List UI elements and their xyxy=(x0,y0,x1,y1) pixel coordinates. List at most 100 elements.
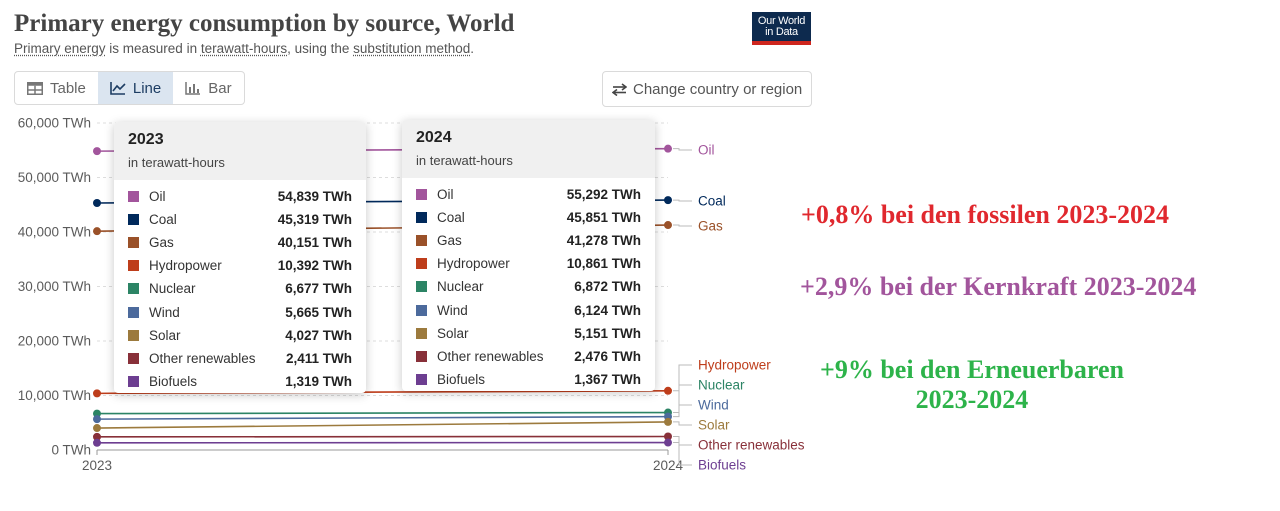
series-name: Oil xyxy=(437,187,454,203)
series-swatch xyxy=(128,283,139,295)
legend-label-oil[interactable]: Oil xyxy=(698,143,715,158)
legend-leader-line xyxy=(673,224,692,227)
tooltip-row: Coal 45,851 TWh xyxy=(416,206,641,229)
line-chart-icon xyxy=(110,82,126,95)
tooltip-row: Gas 40,151 TWh xyxy=(128,231,352,254)
annotation-fossil: +0,8% bei den fossilen 2023-2024 xyxy=(801,200,1169,229)
tooltip-row: Gas 41,278 TWh xyxy=(416,229,641,252)
legend-label-biofuels[interactable]: Biofuels xyxy=(698,458,746,473)
our-world-in-data-logo[interactable]: Our World in Data xyxy=(752,12,811,45)
bar-chart-icon xyxy=(185,82,201,95)
y-tick-label: 40,000 TWh xyxy=(18,225,91,240)
legend-leader-line xyxy=(673,148,692,151)
chart-subtitle: Primary energy is measured in terawatt-h… xyxy=(14,41,474,56)
data-point[interactable] xyxy=(93,415,101,424)
legend-label-coal[interactable]: Coal xyxy=(698,194,726,209)
data-point[interactable] xyxy=(93,227,101,236)
series-line-wind xyxy=(96,415,669,420)
series-value: 5,665 TWh xyxy=(285,304,352,320)
legend-label-nuclear[interactable]: Nuclear xyxy=(698,378,745,393)
tooltip-row: Solar 5,151 TWh xyxy=(416,322,641,345)
annotation-nuclear: +2,9% bei der Kernkraft 2023-2024 xyxy=(800,272,1197,301)
series-name: Gas xyxy=(437,233,462,249)
tooltip-rows: Oil 55,292 TWh Coal 45,851 TWh Gas 41,278 TWh… xyxy=(402,178,655,391)
series-swatch xyxy=(416,189,427,201)
line-legend: Oil Coal Gas Hydropower Nuclear Wind Solar Othe… xyxy=(673,143,805,473)
series-swatch xyxy=(128,329,139,341)
data-point[interactable] xyxy=(93,147,101,156)
series-value: 2,476 TWh xyxy=(574,348,641,364)
primary-energy-link[interactable]: Primary energy xyxy=(14,41,106,56)
y-axis-ticks: 0 TWh 10,000 TWh 20,000 TWh 30,000 TWh 40,00… xyxy=(18,116,91,458)
series-swatch xyxy=(128,352,139,364)
series-name: Nuclear xyxy=(437,279,484,295)
data-point[interactable] xyxy=(664,144,672,153)
y-tick-label: 60,000 TWh xyxy=(18,116,91,131)
series-swatch xyxy=(128,375,139,387)
series-value: 45,851 TWh xyxy=(566,210,641,226)
series-value: 2,411 TWh xyxy=(285,350,352,366)
data-point[interactable] xyxy=(664,438,672,447)
data-point[interactable] xyxy=(93,389,101,398)
data-point[interactable] xyxy=(93,432,101,441)
legend-label-wind[interactable]: Wind xyxy=(698,398,729,413)
data-point[interactable] xyxy=(664,417,672,426)
tab-table[interactable]: Table xyxy=(15,72,98,104)
legend-leader-line xyxy=(673,421,692,426)
data-point[interactable] xyxy=(664,386,672,395)
data-point[interactable] xyxy=(93,424,101,433)
series-name: Wind xyxy=(437,302,468,318)
series-swatch xyxy=(416,304,427,316)
tooltip-header: 2024 in terawatt-hours xyxy=(402,120,655,178)
tooltip-row: Coal 45,319 TWh xyxy=(128,208,352,231)
series-name: Gas xyxy=(149,235,174,251)
data-point[interactable] xyxy=(93,438,101,447)
tooltip-row: Nuclear 6,677 TWh xyxy=(128,277,352,300)
series-value: 41,278 TWh xyxy=(566,233,641,249)
tooltip-row: Other renewables 2,411 TWh xyxy=(128,347,352,370)
series-value: 6,124 TWh xyxy=(574,302,641,318)
series-line-solar xyxy=(96,421,669,429)
y-tick-label: 0 TWh xyxy=(51,443,91,458)
series-swatch xyxy=(128,191,139,203)
series-line-nuclear xyxy=(96,411,669,415)
tab-line[interactable]: Line xyxy=(97,72,174,104)
series-value: 45,319 TWh xyxy=(277,212,352,228)
tab-label: Line xyxy=(132,79,162,97)
data-point[interactable] xyxy=(93,199,101,208)
data-point[interactable] xyxy=(664,432,672,441)
series-name: Biofuels xyxy=(149,373,198,389)
tooltip-row: Oil 55,292 TWh xyxy=(416,183,641,206)
terawatt-hours-link[interactable]: terawatt-hours xyxy=(200,41,288,56)
series-name: Solar xyxy=(437,325,469,341)
legend-label-other-renewables[interactable]: Other renewables xyxy=(698,438,805,453)
series-swatch xyxy=(416,327,427,339)
x-axis: 2023 2024 xyxy=(82,449,684,473)
tab-bar[interactable]: Bar xyxy=(173,72,243,104)
subtitle-text: . xyxy=(470,41,475,56)
series-name: Hydropower xyxy=(149,258,222,274)
y-tick-label: 20,000 TWh xyxy=(18,334,91,349)
series-value: 5,151 TWh xyxy=(574,325,641,341)
series-value: 10,392 TWh xyxy=(277,258,352,274)
tooltip-header: 2023 in terawatt-hours xyxy=(114,122,366,180)
legend-leader-line xyxy=(673,442,692,466)
legend-label-hydropower[interactable]: Hydropower xyxy=(698,358,771,373)
y-tick-label: 30,000 TWh xyxy=(18,279,91,294)
change-country-button[interactable]: Change country or region xyxy=(602,71,812,107)
substitution-method-link[interactable]: substitution method xyxy=(353,41,471,56)
series-swatch xyxy=(416,212,427,224)
tooltip-year: 2023 xyxy=(128,131,164,148)
legend-label-solar[interactable]: Solar xyxy=(698,418,730,433)
legend-label-gas[interactable]: Gas xyxy=(698,219,723,234)
series-name: Coal xyxy=(437,210,465,226)
data-point[interactable] xyxy=(664,221,672,230)
series-value: 40,151 TWh xyxy=(277,235,352,251)
data-point[interactable] xyxy=(93,409,101,418)
legend-leader-line xyxy=(673,199,692,202)
tab-label: Table xyxy=(50,79,86,97)
series-swatch xyxy=(128,260,139,272)
data-point[interactable] xyxy=(664,196,672,205)
legend-leader-line xyxy=(673,384,692,414)
series-swatch xyxy=(416,373,427,385)
